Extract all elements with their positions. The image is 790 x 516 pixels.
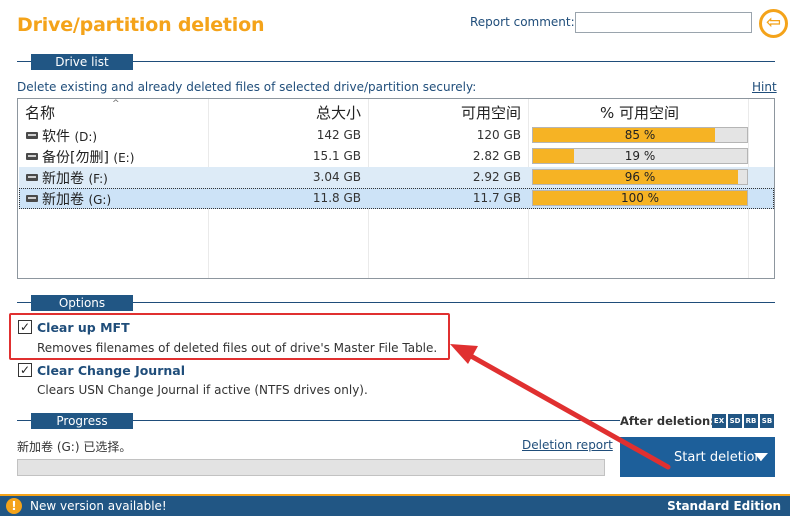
hint-link[interactable]: Hint: [752, 80, 777, 94]
after-deletion-reboot-button[interactable]: RB: [744, 414, 758, 428]
drive-row[interactable]: 软件 (D:) 142 GB 120 GB 85 %: [19, 125, 774, 146]
drive-free-space: 11.7 GB: [472, 191, 521, 205]
free-space-bar: 100 %: [532, 190, 748, 206]
column-header-free[interactable]: 可用空间: [460, 104, 521, 122]
drive-list-description: Delete existing and already deleted file…: [17, 80, 477, 94]
clear-change-journal-description: Clears USN Change Journal if active (NTF…: [37, 383, 368, 397]
column-header-total[interactable]: 总大小: [315, 104, 361, 122]
report-comment-input[interactable]: [575, 12, 752, 33]
drive-icon: [26, 174, 38, 181]
free-space-percent: 96 %: [624, 170, 656, 184]
column-header-name[interactable]: 名称: [25, 104, 56, 122]
drive-icon: [26, 132, 38, 139]
drive-list-section: Drive list: [17, 54, 775, 70]
drive-letter: (E:): [113, 151, 135, 165]
options-section-label: Options: [31, 295, 133, 311]
column-header-pct-free[interactable]: % 可用空间: [600, 104, 680, 122]
drive-letter: (G:): [88, 193, 112, 207]
drive-list-table[interactable]: ^ 名称 总大小 可用空间 % 可用空间 软件 (D:) 142 GB 120 …: [17, 98, 775, 279]
drive-icon: [26, 153, 38, 160]
drive-letter: (F:): [88, 172, 108, 186]
edition-label: Standard Edition: [667, 499, 781, 513]
status-text: 新加卷 (G:) 已选择。: [17, 440, 132, 454]
after-deletion-exit-button[interactable]: EX: [712, 414, 726, 428]
clear-change-journal-title[interactable]: Clear Change Journal: [37, 363, 185, 378]
free-space-percent: 100 %: [620, 191, 660, 205]
free-space-bar: 85 %: [532, 127, 748, 143]
sort-ascending-icon: ^: [112, 99, 120, 109]
drive-free-space: 2.82 GB: [472, 149, 521, 163]
progress-section-label: Progress: [31, 413, 133, 429]
divider: [605, 420, 620, 421]
after-deletion-shutdown-button[interactable]: SD: [728, 414, 742, 428]
start-deletion-label: Start deletion: [674, 450, 763, 465]
free-space-percent: 19 %: [624, 149, 656, 163]
report-comment-label: Report comment:: [470, 15, 575, 29]
clear-mft-title[interactable]: Clear up MFT: [37, 320, 130, 335]
after-deletion-standby-button[interactable]: SB: [760, 414, 774, 428]
drive-total-size: 142 GB: [316, 128, 361, 142]
drive-name: 备份[勿删]: [42, 150, 109, 166]
clear-mft-description: Removes filenames of deleted files out o…: [37, 341, 438, 355]
drive-icon: [26, 195, 38, 202]
free-space-bar: 96 %: [532, 169, 748, 185]
start-deletion-button[interactable]: Start deletion: [620, 437, 775, 477]
drive-name: 新加卷: [42, 171, 84, 187]
footer-bar: ! New version available! Standard Editio…: [0, 494, 790, 516]
drive-row[interactable]: 备份[勿删] (E:) 15.1 GB 2.82 GB 19 %: [19, 146, 774, 167]
clear-change-journal-checkbox[interactable]: ✓: [18, 363, 32, 377]
back-arrow-icon[interactable]: ⇦: [759, 9, 788, 38]
drive-free-space: 120 GB: [476, 128, 521, 142]
deletion-report-link[interactable]: Deletion report: [522, 438, 613, 452]
drive-letter: (D:): [74, 130, 98, 144]
free-space-bar: 19 %: [532, 148, 748, 164]
new-version-link[interactable]: New version available!: [30, 499, 167, 513]
drive-total-size: 3.04 GB: [312, 170, 361, 184]
drive-name: 新加卷: [42, 192, 84, 208]
drive-total-size: 11.8 GB: [312, 191, 361, 205]
annotation-highlight-box: [9, 313, 450, 360]
drive-row-selected[interactable]: 新加卷 (G:) 11.8 GB 11.7 GB 100 %: [19, 188, 774, 209]
warning-icon: !: [6, 498, 22, 514]
clear-mft-checkbox[interactable]: ✓: [18, 320, 32, 334]
progress-section: Progress: [17, 413, 605, 429]
after-deletion-label: After deletion:: [620, 414, 715, 428]
progress-bar: [17, 459, 605, 476]
options-section: Options: [17, 295, 775, 311]
drive-free-space: 2.92 GB: [472, 170, 521, 184]
drive-total-size: 15.1 GB: [312, 149, 361, 163]
drive-row[interactable]: 新加卷 (F:) 3.04 GB 2.92 GB 96 %: [19, 167, 774, 188]
page-title: Drive/partition deletion: [17, 14, 265, 36]
dropdown-arrow-icon[interactable]: [754, 453, 768, 461]
drive-list-section-label: Drive list: [31, 54, 133, 70]
free-space-percent: 85 %: [624, 128, 656, 142]
drive-name: 软件: [42, 129, 70, 145]
